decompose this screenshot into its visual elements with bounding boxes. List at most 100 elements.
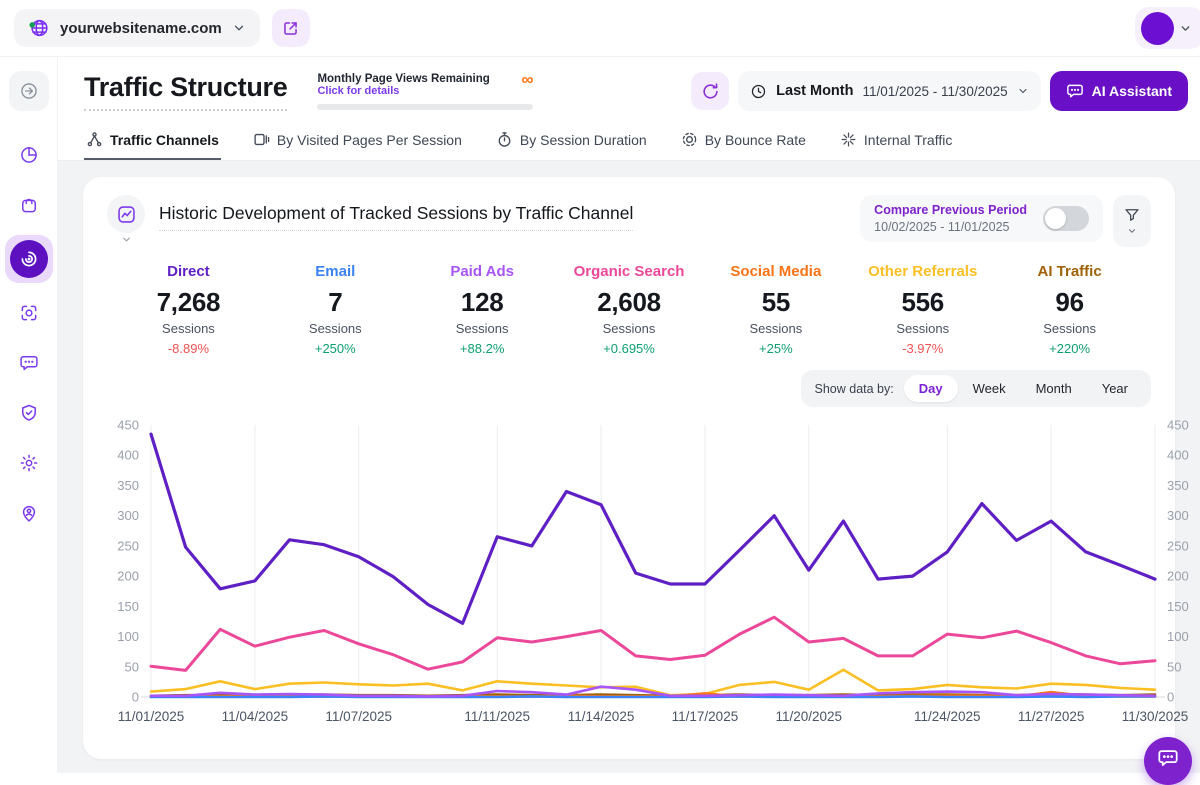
top-bar: yourwebsitename.com [0,0,1200,57]
snowflake-icon [840,131,857,148]
sessions-label: Sessions [262,321,409,336]
channel-name: Other Referrals [849,263,996,280]
svg-text:200: 200 [1167,569,1189,584]
quota-details-link[interactable]: Click for details [317,85,489,97]
compare-previous-period: Compare Previous Period 10/02/2025 - 11/… [860,195,1103,242]
sessions-label: Sessions [702,321,849,336]
compare-toggle[interactable] [1043,206,1089,231]
tab-internal-traffic[interactable]: Internal Traffic [838,119,954,160]
chart-type-selector[interactable] [107,195,145,245]
pie-chart-icon [19,145,39,165]
sidebar-item-panel-toggle[interactable] [9,71,49,111]
channel-name: Email [262,263,409,280]
series-line-email [151,696,1155,697]
sidebar-item-pie-chart[interactable] [9,135,49,175]
date-preset-label: Last Month [776,83,853,99]
date-range-picker[interactable]: Last Month 11/01/2025 - 11/30/2025 [738,71,1040,111]
website-selector[interactable]: yourwebsitename.com [14,9,260,47]
avatar [1141,12,1174,45]
channel-sessions-value: 556 [849,287,996,318]
quota-progress-bar [317,104,533,110]
chevron-down-icon [1017,85,1029,97]
focus-record-icon [19,303,39,323]
refresh-button[interactable] [691,72,729,110]
website-name: yourwebsitename.com [60,20,222,37]
tab-label: By Bounce Rate [705,132,806,148]
channel-stat-email[interactable]: Email7Sessions+250% [262,263,409,356]
sessions-line-chart[interactable]: 0050501001001501502002002502503003003503… [107,411,1151,733]
channel-name: Social Media [702,263,849,280]
svg-text:100: 100 [1167,629,1189,644]
svg-text:11/11/2025: 11/11/2025 [464,709,530,724]
sidebar-item-map-pin-user[interactable] [9,493,49,533]
tab-traffic-channels[interactable]: Traffic Channels [84,119,221,160]
granularity-option-week[interactable]: Week [958,375,1021,402]
show-data-by-label: Show data by: [815,382,894,396]
sidebar-item-focus-record[interactable] [9,293,49,333]
funnel-icon [1123,206,1141,224]
chat-bubble-icon [19,353,39,373]
bounce-target-icon [681,131,698,148]
channel-stat-social-media[interactable]: Social Media55Sessions+25% [702,263,849,356]
sidebar [0,57,58,773]
channel-sessions-value: 2,608 [556,287,703,318]
svg-text:50: 50 [1167,659,1181,674]
support-chat-fab[interactable] [1144,737,1192,785]
sidebar-item-chat-bubble[interactable] [9,343,49,383]
map-pin-user-icon [19,503,39,523]
channel-sessions-value: 55 [702,287,849,318]
channel-stat-direct[interactable]: Direct7,268Sessions-8.89% [115,263,262,356]
sidebar-item-shield-check[interactable] [9,393,49,433]
sidebar-item-sessions-radar[interactable] [5,235,53,283]
svg-text:0: 0 [132,690,139,705]
svg-text:450: 450 [117,418,139,433]
pages-icon [253,131,270,148]
ai-assistant-button[interactable]: AI Assistant [1050,71,1188,111]
filter-button[interactable] [1113,195,1151,247]
series-line-direct [151,434,1155,623]
channel-delta: +0.695% [556,341,703,356]
channel-stats-row: Direct7,268Sessions-8.89%Email7Sessions+… [107,263,1151,356]
chevron-down-icon [1127,226,1137,236]
series-line-organic-search [151,617,1155,670]
refresh-icon [701,82,720,101]
granularity-option-month[interactable]: Month [1021,375,1087,402]
sidebar-item-gear[interactable] [9,443,49,483]
svg-text:350: 350 [1167,478,1189,493]
tab-label: By Visited Pages Per Session [277,132,462,148]
channel-stat-ai-traffic[interactable]: AI Traffic96Sessions+220% [996,263,1143,356]
chevron-down-icon [121,234,132,245]
granularity-option-day[interactable]: Day [904,375,958,402]
chevron-down-icon [232,21,246,35]
channel-sessions-value: 96 [996,287,1143,318]
account-menu[interactable] [1135,7,1200,49]
gear-icon [19,453,39,473]
tab-by-session-duration[interactable]: By Session Duration [494,119,649,160]
svg-text:350: 350 [117,478,139,493]
page-header: Traffic Structure Monthly Page Views Rem… [58,57,1200,119]
channel-delta: +88.2% [409,341,556,356]
sessions-label: Sessions [849,321,996,336]
sessions-radar-icon [10,240,48,278]
granularity-option-year[interactable]: Year [1087,375,1143,402]
tab-by-bounce-rate[interactable]: By Bounce Rate [679,119,808,160]
channel-stat-organic-search[interactable]: Organic Search2,608Sessions+0.695% [556,263,703,356]
open-website-button[interactable] [272,9,310,47]
page-title: Traffic Structure [84,72,287,111]
svg-text:300: 300 [1167,508,1189,523]
channel-stat-other-referrals[interactable]: Other Referrals556Sessions-3.97% [849,263,996,356]
tab-label: Traffic Channels [110,132,219,148]
svg-text:200: 200 [117,569,139,584]
tab-by-visited-pages-per-session[interactable]: By Visited Pages Per Session [251,119,464,160]
channel-stat-paid-ads[interactable]: Paid Ads128Sessions+88.2% [409,263,556,356]
sidebar-item-shopping-bag[interactable] [9,185,49,225]
series-line-other-referrals [151,670,1155,695]
svg-text:11/20/2025: 11/20/2025 [776,709,843,724]
panel-toggle-icon [19,81,39,101]
svg-text:11/04/2025: 11/04/2025 [222,709,289,724]
channel-delta: -8.89% [115,341,262,356]
show-data-by-control: Show data by: DayWeekMonthYear [801,370,1152,407]
report-tabs: Traffic Channels By Visited Pages Per Ses… [58,119,1200,161]
svg-text:11/07/2025: 11/07/2025 [325,709,392,724]
tab-label: By Session Duration [520,132,647,148]
